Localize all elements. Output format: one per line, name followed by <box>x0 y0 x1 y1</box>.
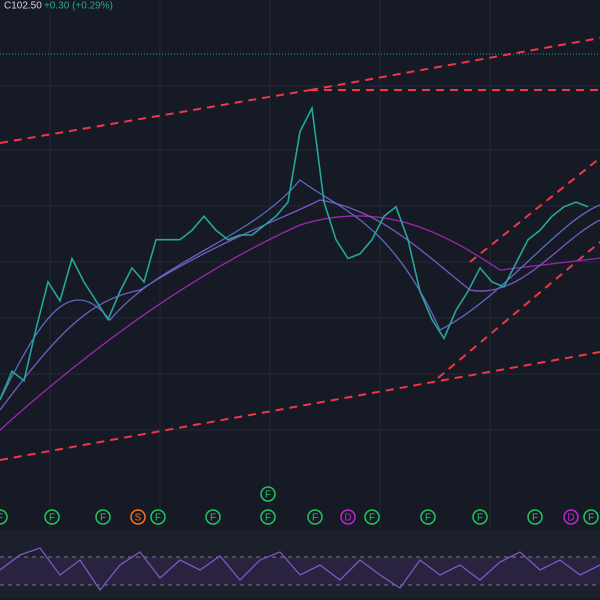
event-badge <box>95 509 111 525</box>
event-badge <box>205 509 221 525</box>
close-label: C102.50 <box>4 1 42 12</box>
event-badge <box>0 509 8 525</box>
event-badge <box>527 509 543 525</box>
event-label: F <box>588 513 594 524</box>
event-label: F <box>532 513 538 524</box>
event-label: F <box>369 513 375 524</box>
event-badge <box>44 509 60 525</box>
trend-lines <box>0 37 600 461</box>
event-label: D <box>567 513 574 524</box>
event-label: F <box>312 513 318 524</box>
event-badge <box>563 509 579 525</box>
event-label: F <box>49 513 55 524</box>
event-label: F <box>100 513 106 524</box>
event-badge <box>150 509 166 525</box>
rsi-band <box>0 557 600 585</box>
event-label: F <box>0 513 3 524</box>
rsi-line <box>0 547 600 592</box>
event-label: F <box>155 513 161 524</box>
price-series <box>0 105 589 400</box>
event-label: F <box>425 513 431 524</box>
event-badge <box>472 509 488 525</box>
event-label: F <box>265 490 271 501</box>
event-badge <box>583 509 599 525</box>
event-badge <box>340 509 356 525</box>
event-badge <box>307 509 323 525</box>
moving-averages <box>0 179 600 431</box>
event-badge <box>260 486 276 502</box>
event-badge <box>260 509 276 525</box>
event-label: F <box>477 513 483 524</box>
event-badge <box>130 509 146 525</box>
change-label: +0.30 (+0.29%) <box>44 1 113 12</box>
event-badge <box>420 509 436 525</box>
event-badge <box>364 509 380 525</box>
event-label: F <box>265 513 271 524</box>
event-label: S <box>135 513 142 524</box>
events: F F F S F F F F D F F F F D F F <box>0 486 599 525</box>
event-label: F <box>210 513 216 524</box>
event-label: D <box>344 513 351 524</box>
